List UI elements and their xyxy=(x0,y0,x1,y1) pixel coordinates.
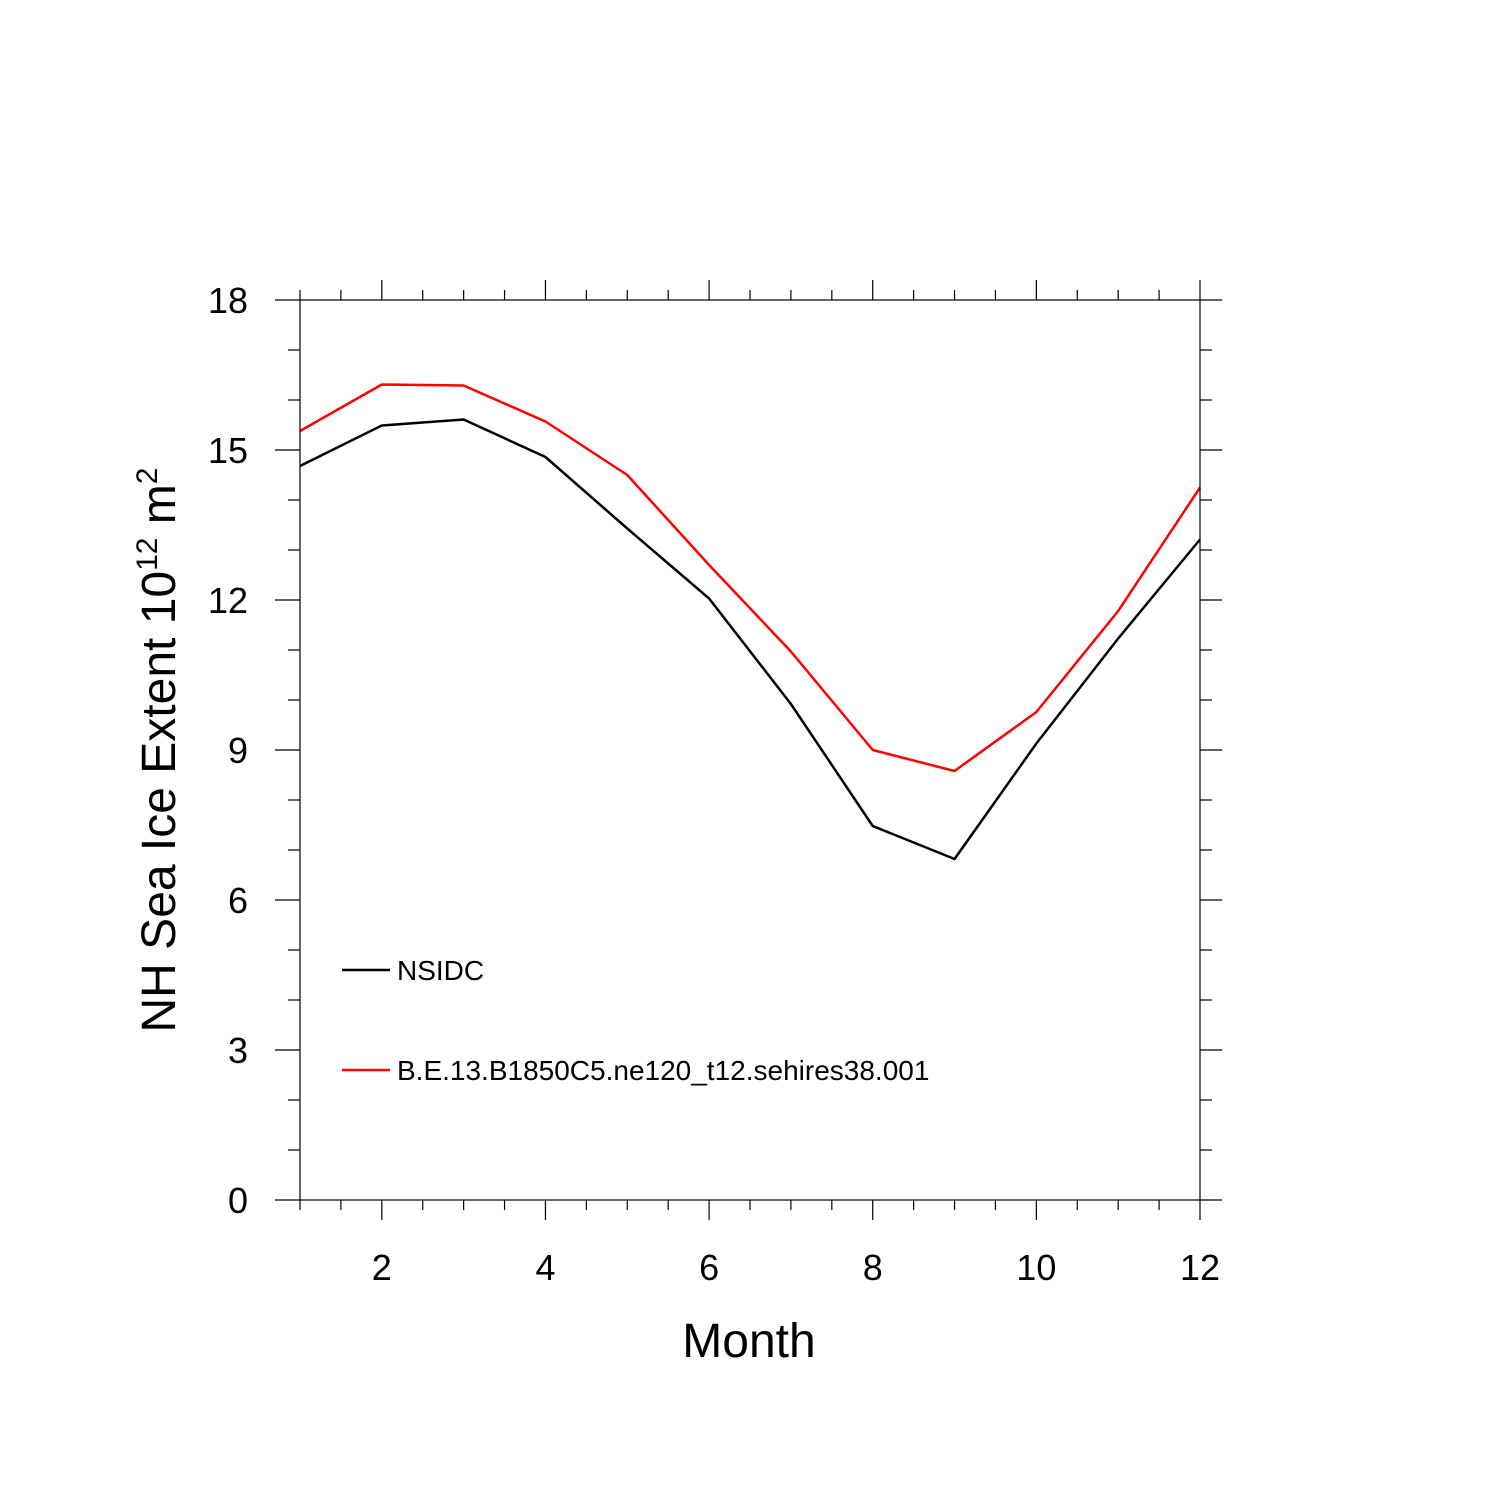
legend: NSIDC B.E.13.B1850C5.ne120_t12.sehires38… xyxy=(342,955,929,1086)
series-lines xyxy=(299,383,1202,861)
y-axis-title: NH Sea Ice Extent 1012 m2 xyxy=(131,468,186,1033)
y-tick-label: 6 xyxy=(228,880,248,921)
x-tick-label: 2 xyxy=(372,1247,392,1288)
y-axis-title-unit: m xyxy=(133,484,186,537)
y-tick-label: 12 xyxy=(208,580,248,621)
series-line-nsidc xyxy=(299,418,1201,861)
y-tick-label: 3 xyxy=(228,1030,248,1071)
y-tick-label: 15 xyxy=(208,430,248,471)
y-axis-title-exponent: 12 xyxy=(131,538,164,571)
y-tick-label: 9 xyxy=(228,730,248,771)
x-tick-label: 6 xyxy=(699,1247,719,1288)
legend-label-model: B.E.13.B1850C5.ne120_t12.sehires38.001 xyxy=(397,1055,929,1086)
y-tick-label: 0 xyxy=(228,1180,248,1221)
x-axis-title: Month xyxy=(682,1315,815,1368)
axis-ticks xyxy=(275,280,1222,1220)
x-tick-label: 10 xyxy=(1016,1247,1056,1288)
x-tick-label: 8 xyxy=(863,1247,883,1288)
x-tick-label: 4 xyxy=(535,1247,555,1288)
y-axis-title-unit-exponent: 2 xyxy=(131,468,164,485)
plot-frame xyxy=(299,299,1201,1201)
series-line-model xyxy=(299,383,1202,773)
y-tick-label: 18 xyxy=(208,280,248,321)
legend-label-nsidc: NSIDC xyxy=(397,955,484,986)
y-axis-title-main: NH Sea Ice Extent 10 xyxy=(133,571,186,1033)
x-tick-label: 12 xyxy=(1180,1247,1220,1288)
tick-labels: 2 4 6 8 10 12 0 3 6 9 12 15 18 xyxy=(208,280,1220,1288)
